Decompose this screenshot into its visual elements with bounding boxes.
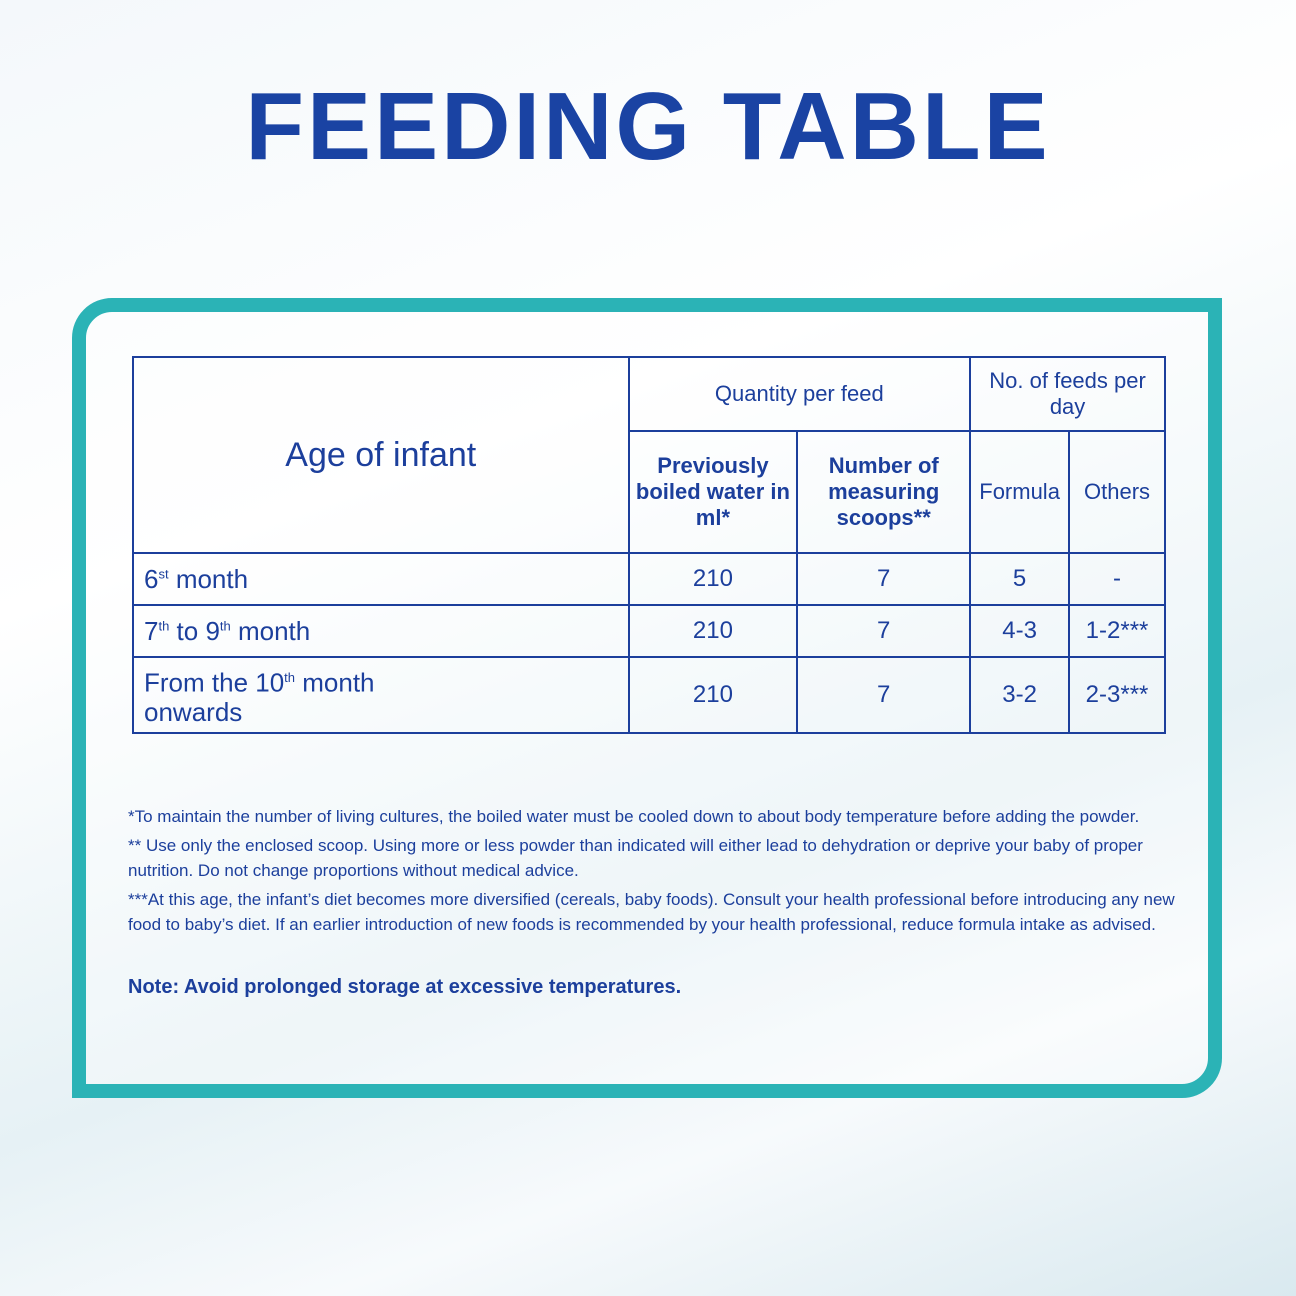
cell: 4-3	[969, 604, 1071, 658]
age-text: month onwards	[144, 667, 375, 728]
cell: 210	[627, 604, 799, 658]
cell: 3-2	[969, 656, 1071, 734]
footnotes: *To maintain the number of living cultur…	[128, 804, 1178, 1004]
footnote: ***At this age, the infant’s diet become…	[128, 890, 1175, 934]
age-suffix: st	[158, 565, 169, 581]
age-suffix: th	[219, 617, 231, 633]
age-text: month	[168, 563, 249, 594]
age-text: 6	[144, 563, 159, 594]
cell: 2-3***	[1068, 656, 1166, 734]
age-header: Age of infant	[132, 356, 630, 554]
subheader: Others	[1068, 430, 1166, 554]
cell: 210	[627, 552, 799, 606]
title: FEEDING TABLE	[245, 73, 1051, 180]
subheader: Previously boiled water in ml*	[627, 430, 799, 554]
cell: 7	[796, 552, 972, 606]
age-text: to 9	[169, 615, 220, 646]
subheader: Number of measuring scoops**	[796, 430, 972, 554]
age-text: 7	[144, 615, 159, 646]
footnote: *To maintain the number of living cultur…	[128, 807, 1140, 826]
age-suffix: th	[158, 617, 170, 633]
cell: 5	[969, 552, 1071, 606]
quantity-header: Quantity per feed	[627, 356, 972, 432]
feeding-table: Age of infant Quantity per feed No. of f…	[132, 356, 1166, 734]
feeds-header: No. of feeds per day	[969, 356, 1166, 432]
cell: 1-2***	[1068, 604, 1166, 658]
cell: 7	[796, 604, 972, 658]
note: Note: Avoid prolonged storage at excessi…	[128, 976, 682, 998]
age-cell: From the 10th month onwards	[132, 656, 630, 734]
cell: 210	[627, 656, 799, 734]
cell: 7	[796, 656, 972, 734]
cell: -	[1068, 552, 1166, 606]
age-text: month	[230, 615, 311, 646]
age-suffix: th	[284, 669, 296, 685]
age-text: From the 10	[144, 667, 285, 698]
subheader: Formula	[969, 430, 1071, 554]
age-cell: 7th to 9th month	[132, 604, 630, 658]
age-cell: 6st month	[132, 552, 630, 606]
footnote: ** Use only the enclosed scoop. Using mo…	[128, 836, 1143, 880]
panel: Age of infant Quantity per feed No. of f…	[72, 298, 1222, 1098]
